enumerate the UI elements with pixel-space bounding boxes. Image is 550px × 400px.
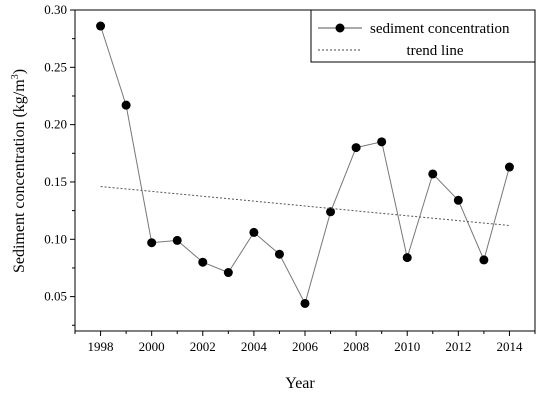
data-point	[428, 169, 438, 179]
series-layer	[96, 21, 514, 308]
y-axis-title-main: Sediment concentration (kg/m	[11, 79, 28, 273]
x-tick-label: 2008	[343, 339, 369, 354]
legend: sediment concentration trend line	[310, 9, 536, 63]
y-tick-label: 0.25	[44, 59, 67, 74]
data-point	[147, 238, 157, 248]
sediment-series-line	[100, 25, 510, 305]
x-axis-ticks: 1998 2000 2002 2004 2006 2008 2010 2012 2014	[74, 331, 536, 354]
data-point	[453, 195, 463, 205]
data-point	[504, 162, 514, 172]
x-tick-label: 2006	[292, 339, 319, 354]
y-axis-title: Sediment concentration (kg/m3)	[10, 69, 28, 273]
legend-label-sediment: sediment concentration	[370, 21, 510, 37]
data-point	[249, 227, 259, 237]
trend-line	[100, 186, 510, 226]
legend-marker-series	[335, 23, 345, 33]
plot-area: 1998 2000 2002 2004 2006 2008 2010 2012 2014 0.0…	[44, 2, 536, 354]
data-point	[172, 235, 182, 245]
y-axis-title-superscript: 3	[10, 74, 21, 79]
y-tick-label: 0.10	[44, 231, 67, 246]
y-tick-label: 0.30	[44, 2, 67, 17]
data-point	[198, 257, 208, 267]
data-point	[479, 255, 489, 265]
y-axis-ticks: 0.05 0.10 0.15 0.20 0.25 0.30	[44, 2, 75, 326]
data-point	[351, 143, 361, 153]
x-tick-label: 2004	[241, 339, 268, 354]
data-point	[223, 268, 233, 278]
data-point	[326, 207, 336, 217]
legend-label-trend: trend line	[406, 43, 463, 59]
x-tick-label: 2012	[445, 339, 471, 354]
x-tick-label: 2002	[190, 339, 216, 354]
y-tick-label: 0.20	[44, 117, 67, 132]
data-point	[402, 253, 412, 263]
data-point	[300, 298, 310, 308]
x-tick-label: 2010	[394, 339, 420, 354]
y-tick-label: 0.05	[44, 289, 67, 304]
data-point	[377, 137, 387, 147]
x-tick-label: 2000	[139, 339, 165, 354]
data-point	[274, 249, 284, 259]
x-tick-label: 1998	[88, 339, 114, 354]
data-point	[96, 21, 106, 31]
data-point	[121, 100, 131, 110]
legend-box	[310, 9, 536, 63]
x-axis-title: Year	[285, 375, 315, 392]
y-tick-label: 0.15	[44, 174, 67, 189]
x-tick-label: 2014	[496, 339, 523, 354]
y-axis-title-end: )	[11, 69, 28, 74]
